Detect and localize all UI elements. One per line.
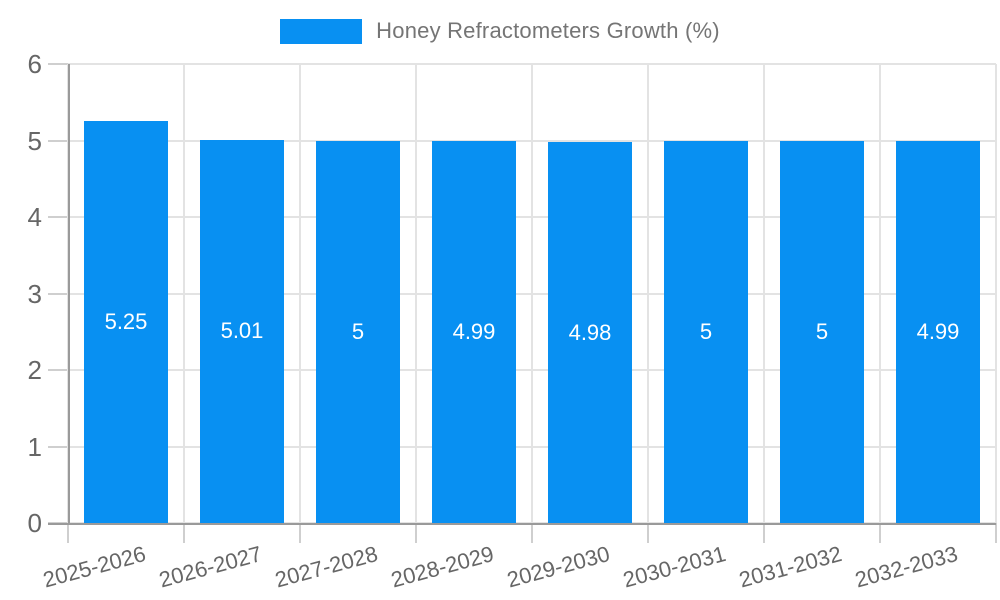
legend-label: Honey Refractometers Growth (%) (376, 18, 720, 43)
x-axis-tick (531, 523, 533, 543)
y-axis-line (68, 64, 70, 525)
x-axis-tick-label: 2028-2029 (388, 541, 497, 593)
bar: 5 (316, 140, 400, 523)
x-axis-tick-label: 2032-2033 (852, 541, 961, 593)
bar-value-label: 5.01 (220, 318, 264, 344)
gridline-vertical (995, 64, 997, 523)
x-axis-tick (67, 523, 69, 543)
y-axis-tick-label: 2 (27, 355, 42, 385)
y-axis-tick (48, 369, 68, 371)
y-axis-tick-label: 0 (27, 508, 42, 538)
gridline-vertical (647, 64, 649, 523)
y-axis-tick (48, 445, 68, 448)
bar: 4.98 (548, 142, 632, 523)
legend-swatch (280, 18, 363, 44)
gridline-vertical (183, 64, 185, 523)
bar: 5 (664, 140, 748, 523)
x-axis-tick-label: 2029-2030 (504, 541, 613, 593)
x-axis-tick-label: 2025-2026 (40, 541, 149, 593)
x-axis-tick (879, 523, 881, 543)
x-axis-tick (415, 523, 417, 543)
y-axis-tick (48, 292, 68, 295)
x-axis-tick (763, 523, 765, 543)
y-axis-tick (48, 216, 68, 218)
y-axis-tick-label: 4 (27, 202, 42, 232)
x-axis-line (48, 523, 996, 525)
bar-value-label: 4.99 (452, 319, 496, 345)
bar-value-label: 5 (815, 318, 829, 344)
x-axis-tick (183, 523, 185, 543)
y-axis-tick (48, 139, 68, 142)
bar-value-label: 4.99 (916, 319, 960, 345)
bar: 4.99 (896, 141, 980, 523)
gridline-vertical (879, 64, 881, 523)
bar: 5 (780, 140, 864, 523)
bar: 4.99 (432, 141, 516, 523)
gridline-vertical (531, 64, 533, 523)
x-axis-tick (995, 523, 997, 543)
gridline-vertical (415, 64, 417, 523)
y-axis-tick-label: 6 (27, 49, 42, 79)
x-axis-tick-label: 2027-2028 (272, 541, 381, 593)
y-axis-tick-label: 3 (27, 278, 42, 309)
bar-value-label: 5 (699, 318, 713, 344)
x-axis-tick (299, 523, 301, 543)
gridline-vertical (299, 64, 301, 523)
bar-value-label: 5 (351, 318, 365, 344)
x-axis-tick (647, 523, 649, 543)
bar: 5.25 (84, 121, 168, 523)
x-axis-tick-label: 2030-2031 (620, 541, 729, 593)
y-axis-tick-label: 1 (27, 431, 42, 462)
y-axis-tick (48, 63, 68, 65)
bar-value-label: 5.25 (104, 309, 148, 335)
y-axis-tick-label: 5 (27, 125, 42, 156)
bar: 5.01 (200, 139, 284, 523)
x-axis-tick-label: 2026-2027 (156, 541, 265, 593)
chart-legend[interactable]: Honey Refractometers Growth (%) (0, 16, 1000, 46)
gridline-vertical (763, 64, 765, 523)
x-axis-tick-label: 2031-2032 (736, 541, 845, 593)
bar-value-label: 4.98 (568, 319, 612, 345)
